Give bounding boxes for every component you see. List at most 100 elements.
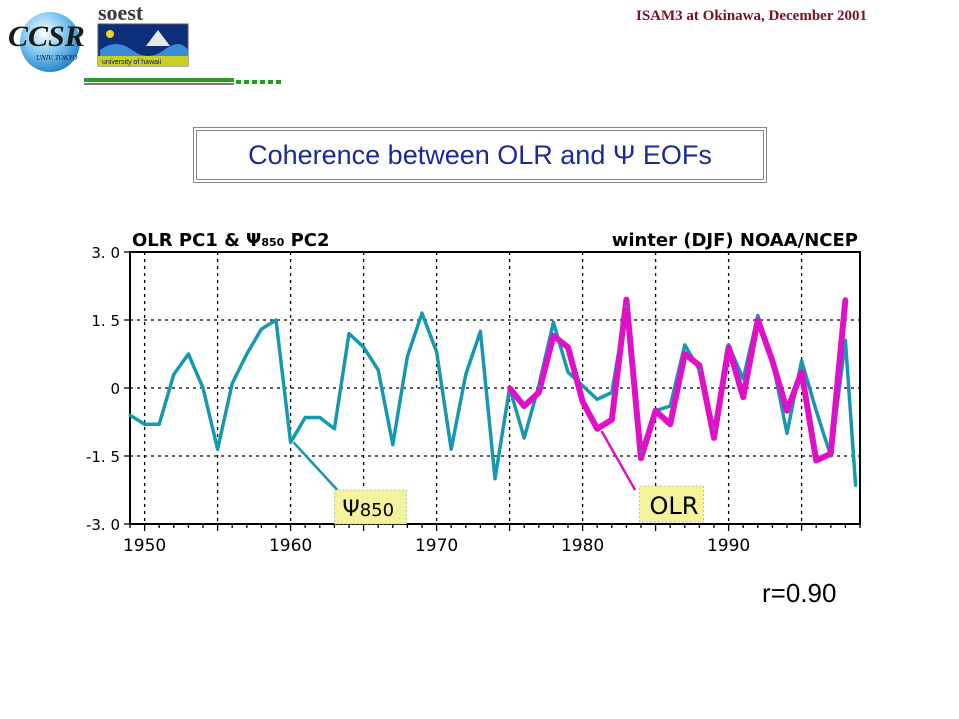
y-tick-label-3: -1. 5 <box>86 448 120 466</box>
point-psi850 <box>201 386 205 390</box>
globe-icon <box>20 12 80 72</box>
point-psi850 <box>537 384 541 388</box>
point-psi850 <box>712 427 716 431</box>
point-psi850 <box>128 413 132 417</box>
point-psi850 <box>814 409 818 413</box>
volcano-icon <box>146 30 170 46</box>
slide-title-box: Coherence between OLR and Ψ EOFs <box>193 127 767 183</box>
point-olr <box>565 344 571 350</box>
correlation-value: r=0.90 <box>762 578 837 608</box>
point-psi850 <box>391 443 395 447</box>
point-olr <box>726 344 732 350</box>
chart-axes: 1950 1960 1970 1980 1990 3. 0 1. 5 0 -1. 5 -3. 0 <box>86 244 861 556</box>
point-psi850 <box>566 370 570 374</box>
chart-title-left-main: OLR PC1 & Ψ <box>132 230 261 251</box>
point-psi850 <box>362 345 366 349</box>
point-psi850 <box>522 436 526 440</box>
point-olr <box>755 317 761 323</box>
ccsr-logo-subtext: UNIV. TOKYO <box>36 54 77 62</box>
point-psi850 <box>493 477 497 481</box>
point-psi850 <box>595 397 599 401</box>
point-olr <box>609 417 615 423</box>
point-psi850 <box>697 368 701 372</box>
point-psi850 <box>259 327 263 331</box>
point-psi850 <box>756 313 760 317</box>
point-psi850 <box>478 329 482 333</box>
point-olr <box>711 435 717 441</box>
y-tick-label-2: 0 <box>110 380 120 398</box>
point-psi850 <box>464 372 468 376</box>
point-psi850 <box>624 304 628 308</box>
point-olr <box>667 421 673 427</box>
point-psi850 <box>143 422 147 426</box>
x-tick-label-1970: 1970 <box>415 536 458 556</box>
soest-logo: soest university of hawaii <box>96 0 192 68</box>
point-olr <box>769 358 775 364</box>
header-rule <box>84 78 281 85</box>
point-psi850 <box>216 447 220 451</box>
point-psi850 <box>303 415 307 419</box>
point-olr <box>580 399 586 405</box>
point-olr <box>550 333 556 339</box>
leader-psi850 <box>292 441 339 491</box>
label-psi850: Ψ850 <box>342 497 394 522</box>
soest-logo-subtext: university of hawaii <box>102 59 162 66</box>
label-box-olr <box>639 485 705 523</box>
chart-title-left-suffix: PC2 <box>284 230 329 251</box>
label-psi850-main: Ψ <box>342 497 359 522</box>
soest-logo-text: soest <box>98 2 144 25</box>
point-psi850 <box>610 391 614 395</box>
point-psi850 <box>449 447 453 451</box>
point-psi850 <box>157 422 161 426</box>
point-psi850 <box>800 359 804 363</box>
y-tick-label-4: -3. 0 <box>86 516 120 534</box>
series-line-olr <box>507 296 849 464</box>
header-title: ISAM3 at Okinawa, December 2001 <box>636 8 867 24</box>
label-box-psi850 <box>333 489 407 525</box>
y-tick-label-0: 3. 0 <box>91 244 120 262</box>
point-psi850 <box>854 483 858 487</box>
point-olr <box>799 369 805 375</box>
point-psi850 <box>405 354 409 358</box>
ccsr-logo-text: CCSR <box>8 20 85 53</box>
point-psi850 <box>683 343 687 347</box>
series-labels: Ψ850 OLR <box>333 485 705 525</box>
point-psi850 <box>332 427 336 431</box>
point-olr <box>536 390 542 396</box>
x-tick-label-1990: 1990 <box>707 536 750 556</box>
point-olr <box>507 385 513 391</box>
wave-icon <box>100 44 188 58</box>
point-olr <box>828 451 834 457</box>
label-psi850-sub: 850 <box>360 500 394 521</box>
chart-title-left-sub: 850 <box>261 236 284 249</box>
point-olr <box>740 394 746 400</box>
point-psi850 <box>172 372 176 376</box>
series-line-psi850 <box>129 304 858 486</box>
point-psi850 <box>581 384 585 388</box>
point-psi850 <box>186 352 190 356</box>
point-psi850 <box>420 311 424 315</box>
point-psi850 <box>668 404 672 408</box>
point-psi850 <box>230 381 234 385</box>
chart-series <box>128 296 858 487</box>
x-tick-label-1980: 1980 <box>561 536 604 556</box>
y-tick-label-1: 1. 5 <box>91 312 120 330</box>
point-psi850 <box>274 318 278 322</box>
point-olr <box>623 297 629 303</box>
chart-grid <box>130 252 860 524</box>
point-psi850 <box>245 352 249 356</box>
label-olr: OLR <box>650 492 699 520</box>
leader-olr <box>600 430 637 491</box>
point-olr <box>784 408 790 414</box>
point-psi850 <box>376 368 380 372</box>
point-psi850 <box>785 431 789 435</box>
point-olr <box>813 458 819 464</box>
point-psi850 <box>843 338 847 342</box>
point-psi850 <box>318 415 322 419</box>
point-psi850 <box>741 377 745 381</box>
label-leaders <box>292 430 637 491</box>
x-tick-label-1960: 1960 <box>269 536 312 556</box>
point-olr <box>521 403 527 409</box>
ccsr-logo: CCSR UNIV. TOKYO <box>6 4 98 74</box>
